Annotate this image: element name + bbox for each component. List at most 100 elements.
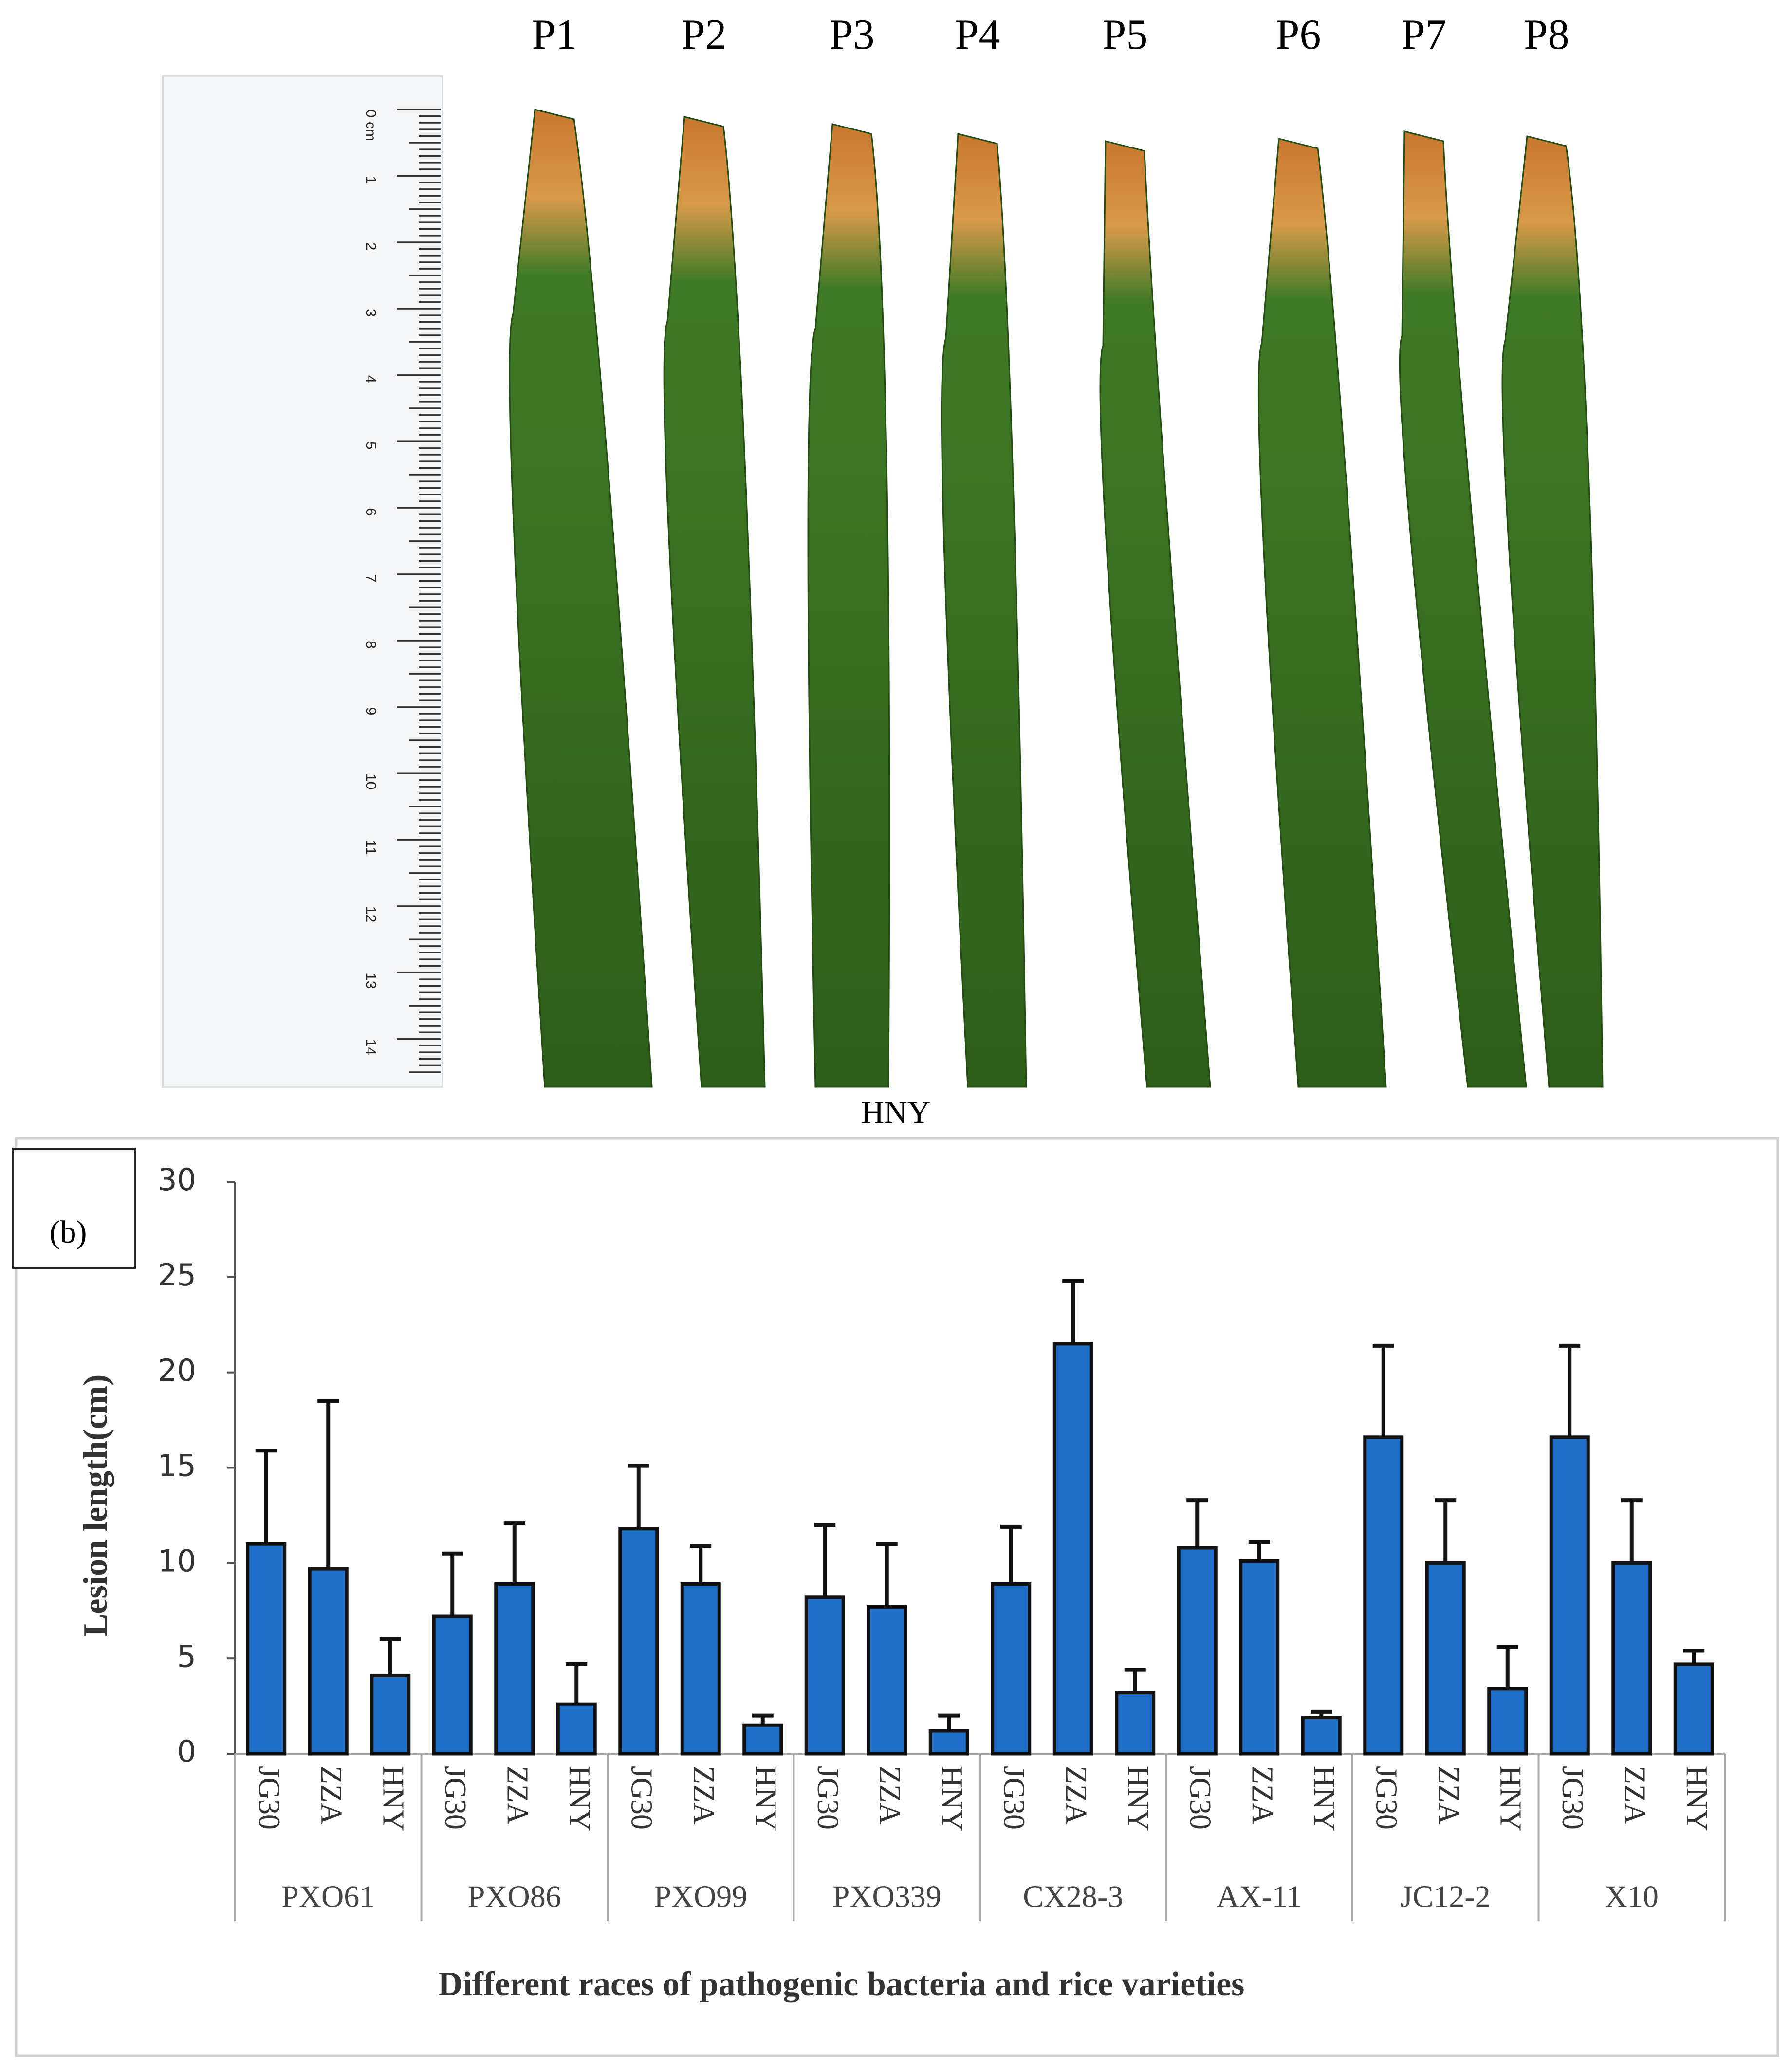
y-tick-label: 0: [177, 1734, 196, 1769]
ruler-label: 2: [363, 242, 379, 251]
bar: [1363, 1435, 1404, 1756]
x-tick-label: HNY: [1680, 1766, 1713, 1831]
bar: [1549, 1435, 1590, 1756]
group-label: AX-11: [1217, 1879, 1302, 1914]
x-tick-label: HNY: [377, 1766, 410, 1831]
ruler-label: 10: [363, 773, 379, 789]
leaf-label: P6: [1276, 11, 1321, 58]
leaf: [509, 109, 653, 1088]
y-tick-label: 20: [158, 1353, 196, 1388]
x-tick-label: JG30: [811, 1766, 844, 1830]
group-label: PXO339: [832, 1879, 942, 1914]
bar: [804, 1595, 845, 1756]
ruler-label: 13: [363, 972, 379, 989]
ruler-label: 7: [363, 574, 379, 583]
x-tick-label: JG30: [439, 1766, 472, 1830]
bar: [867, 1605, 907, 1756]
leaf: [1257, 138, 1387, 1088]
group-label: CX28-3: [1023, 1879, 1123, 1914]
ruler-label: 12: [363, 906, 379, 922]
x-tick-label: HNY: [563, 1766, 596, 1831]
bar: [1239, 1559, 1280, 1756]
x-tick-label: JG30: [1556, 1766, 1589, 1830]
y-tick-label: 30: [158, 1162, 196, 1197]
bar: [1052, 1342, 1093, 1756]
x-tick-label: HNY: [935, 1766, 968, 1831]
ruler-label: 1: [363, 176, 379, 184]
x-tick-label: HNY: [1308, 1766, 1341, 1831]
bar: [1611, 1561, 1652, 1756]
x-tick-label: JG30: [1370, 1766, 1403, 1830]
bar: [742, 1723, 783, 1756]
bar: [680, 1582, 721, 1756]
bar: [246, 1542, 287, 1756]
x-tick-label: HNY: [749, 1766, 782, 1831]
ruler-label: 5: [363, 441, 379, 450]
panel-label: (b): [50, 1214, 87, 1250]
group-label: JC12-2: [1401, 1879, 1491, 1914]
leaf: [941, 133, 1027, 1088]
x-tick-label: ZZA: [687, 1766, 720, 1825]
bar: [556, 1702, 597, 1756]
ruler-label: 8: [363, 641, 379, 649]
group-label: X10: [1605, 1879, 1659, 1914]
y-axis-label: Lesion length(cm): [77, 1375, 114, 1637]
group-label: PXO99: [654, 1879, 747, 1914]
x-tick-label: ZZA: [1432, 1766, 1465, 1825]
x-axis-label: Different races of pathogenic bacteria a…: [438, 1965, 1245, 2003]
leaf: [1501, 135, 1604, 1088]
ruler-label: 4: [363, 375, 379, 384]
x-tick-label: ZZA: [501, 1766, 534, 1825]
ruler-label: 14: [363, 1039, 379, 1055]
x-tick-label: ZZA: [1246, 1766, 1279, 1825]
bar: [928, 1729, 969, 1756]
leaf-label: P5: [1103, 11, 1148, 58]
leaf: [807, 123, 890, 1088]
bar: [1673, 1662, 1714, 1756]
leaf-label: P2: [682, 11, 727, 58]
bar: [1301, 1716, 1342, 1756]
y-tick-label: 10: [158, 1543, 196, 1578]
x-tick-label: ZZA: [873, 1766, 906, 1825]
ruler-label: 11: [363, 840, 379, 855]
x-tick-label: JG30: [1183, 1766, 1217, 1830]
group-label: PXO86: [468, 1879, 561, 1914]
leaf: [1399, 130, 1527, 1088]
ruler-label: 3: [363, 309, 379, 317]
bar: [432, 1614, 473, 1756]
panel-box: [12, 1148, 136, 1269]
y-tick-label: 25: [158, 1257, 196, 1293]
leaf: [1099, 140, 1211, 1088]
leaf-label: P3: [830, 11, 875, 58]
x-tick-label: JG30: [253, 1766, 286, 1830]
leaf-label: P8: [1524, 11, 1569, 58]
ruler-label: 6: [363, 508, 379, 516]
bar: [1115, 1691, 1156, 1756]
bar: [370, 1673, 411, 1756]
bar: [1425, 1561, 1466, 1756]
ruler-label: 9: [363, 707, 379, 715]
bar: [618, 1527, 659, 1756]
x-tick-label: ZZA: [1059, 1766, 1092, 1825]
x-tick-label: ZZA: [1618, 1766, 1651, 1825]
chart-frame: [15, 1137, 1779, 2057]
y-tick-label: 15: [158, 1448, 196, 1484]
leaf-label: P7: [1402, 11, 1447, 58]
x-tick-label: JG30: [625, 1766, 658, 1830]
bar: [991, 1582, 1032, 1756]
bar: [1177, 1546, 1218, 1756]
group-label: PXO61: [281, 1879, 375, 1914]
x-tick-label: HNY: [1494, 1766, 1527, 1831]
y-tick-label: 5: [177, 1638, 196, 1674]
leaf: [663, 116, 766, 1088]
x-tick-label: ZZA: [314, 1766, 348, 1825]
photo-caption: HNY: [861, 1095, 931, 1130]
bar: [308, 1567, 349, 1756]
ruler-label: 0 cm: [363, 110, 379, 141]
leaves: [509, 109, 1604, 1088]
bar: [494, 1582, 535, 1756]
x-tick-label: HNY: [1122, 1766, 1155, 1831]
bar: [1487, 1687, 1528, 1756]
x-tick-label: JG30: [997, 1766, 1031, 1830]
